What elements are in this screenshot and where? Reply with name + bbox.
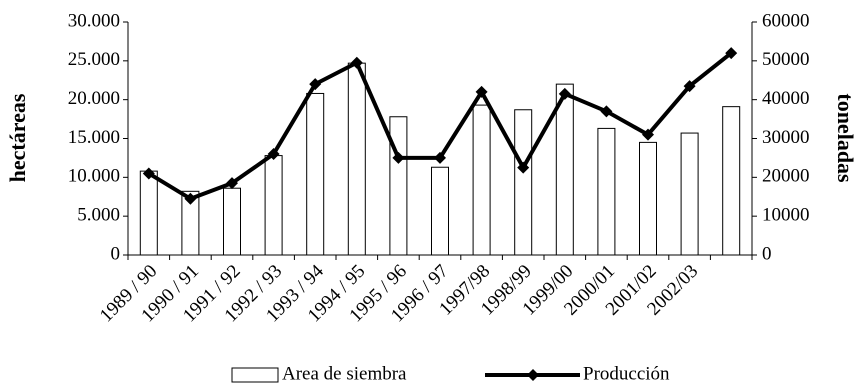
- marker: [267, 148, 280, 161]
- marker: [350, 56, 363, 69]
- bar: [472, 104, 491, 256]
- y2-tick-label: 60000: [762, 10, 810, 31]
- bar: [389, 116, 408, 256]
- marker: [600, 105, 613, 118]
- marker: [642, 128, 654, 141]
- y-tick-label: 20.000: [68, 88, 120, 109]
- y-tick-label: 25.000: [68, 49, 120, 70]
- bar: [555, 83, 574, 256]
- bar: [181, 190, 200, 256]
- marker: [184, 192, 197, 205]
- marker: [392, 151, 405, 164]
- y2-tick-label: 20000: [762, 166, 810, 187]
- legend-label: Producción: [583, 363, 670, 384]
- marker: [309, 78, 322, 91]
- marker: [683, 80, 696, 93]
- y2-tick-label: 50000: [762, 49, 810, 70]
- bar: [431, 166, 449, 256]
- bar: [306, 92, 325, 256]
- legend-swatch: [231, 367, 279, 383]
- bar: [722, 106, 741, 256]
- marker: [142, 167, 155, 180]
- bar: [264, 155, 283, 256]
- marker: [434, 151, 446, 164]
- y-tick-label: 10.000: [68, 166, 120, 187]
- y2-tick-label: 40000: [762, 88, 810, 109]
- y2-tick-label: 0: [762, 243, 772, 264]
- bar: [639, 141, 657, 256]
- legend-label: Area de siembra: [282, 363, 407, 384]
- y2-tick-label: 30000: [762, 127, 810, 148]
- marker: [226, 177, 238, 190]
- marker: [475, 85, 488, 98]
- marker: [517, 161, 530, 174]
- y-tick-label: 15.000: [68, 127, 120, 148]
- bar: [139, 170, 158, 256]
- y2-axis-title: toneladas: [833, 93, 858, 183]
- bar: [223, 187, 241, 256]
- y2-tick-label: 10000: [762, 205, 810, 226]
- y-axis-title: hectáreas: [5, 93, 30, 182]
- y-tick-label: 5.000: [77, 205, 120, 226]
- y-tick-label: 30.000: [68, 10, 120, 31]
- marker: [558, 87, 571, 100]
- bar: [347, 62, 366, 256]
- bar: [597, 127, 616, 256]
- bar: [680, 132, 699, 256]
- legend-marker: [527, 369, 539, 381]
- y-tick-label: 0: [111, 243, 121, 264]
- bar: [514, 109, 533, 256]
- marker: [725, 47, 738, 60]
